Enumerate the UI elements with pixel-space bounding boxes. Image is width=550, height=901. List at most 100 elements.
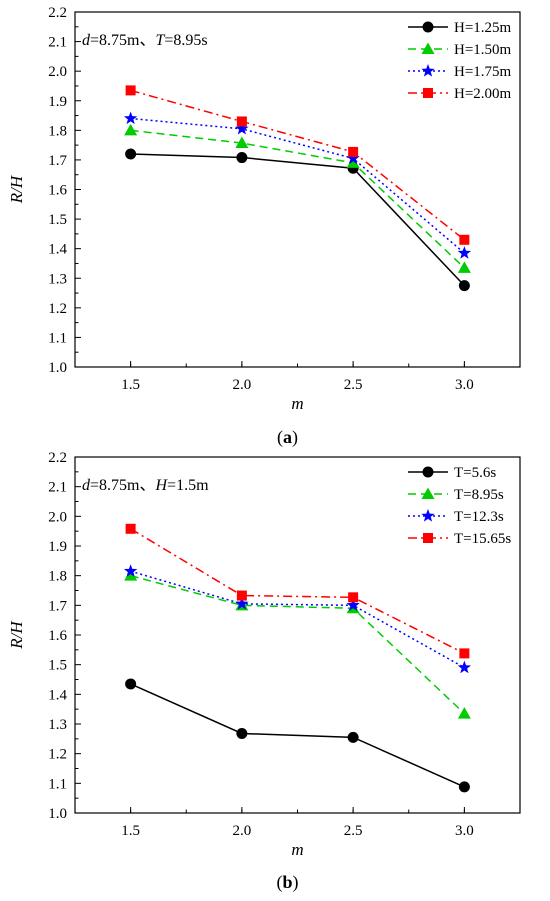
y-tick-label: 1.3	[48, 271, 67, 287]
annotation: d=8.75m、T=8.95s	[82, 32, 208, 49]
caption-part: b	[282, 872, 292, 892]
y-tick-label: 2.0	[48, 64, 67, 80]
data-point	[348, 146, 359, 157]
series-H=1.50m	[124, 123, 471, 273]
series-line	[130, 153, 465, 287]
y-tick-label: 1.0	[48, 806, 67, 822]
caption-part: )	[292, 427, 298, 448]
y-axis-label: R/H	[7, 620, 26, 650]
annotation-part: d	[82, 477, 91, 494]
x-axis-label: m	[291, 394, 303, 413]
series-T=15.65s	[125, 523, 470, 659]
legend-entry: T=12.3s	[454, 509, 504, 525]
y-tick-label: 1.2	[48, 747, 67, 763]
x-axis-label: m	[291, 840, 303, 859]
legend-marker	[421, 487, 435, 499]
data-point	[457, 707, 471, 719]
legend-entry: H=2.00m	[454, 86, 512, 102]
data-point	[235, 121, 249, 135]
y-tick-label: 1.9	[48, 94, 67, 110]
data-point	[346, 598, 360, 611]
y-tick-label: 1.1	[48, 330, 67, 346]
data-point	[235, 596, 249, 610]
series-line	[130, 683, 465, 788]
legend-entry: H=1.25m	[454, 20, 512, 36]
caption-part: a	[283, 427, 292, 447]
data-point	[459, 648, 470, 659]
x-tick-label: 2.5	[344, 823, 363, 839]
annotation-part: =8.75m、	[90, 32, 155, 49]
data-point	[457, 660, 472, 674]
annotation-part: =8.95s	[164, 32, 207, 49]
series-line	[130, 117, 465, 254]
x-tick-label: 1.5	[121, 823, 140, 839]
series-H=2.00m	[125, 85, 470, 245]
data-point	[458, 781, 470, 793]
legend-entry: H=1.50m	[454, 42, 512, 58]
data-point	[346, 156, 360, 168]
legend-background	[403, 460, 516, 556]
y-axis-label: R/H	[7, 174, 26, 204]
data-point	[457, 261, 471, 273]
caption-part: (	[276, 872, 282, 893]
legend-marker	[421, 42, 435, 54]
data-point	[347, 731, 359, 743]
legend-entry: H=1.75m	[454, 64, 512, 80]
caption-part: )	[293, 872, 299, 893]
data-point	[236, 590, 247, 601]
caption-part: (	[277, 427, 283, 448]
y-tick-label: 2.1	[48, 35, 67, 51]
x-tick-label: 2.0	[233, 823, 252, 839]
y-tick-label: 1.5	[48, 658, 67, 674]
y-tick-label: 1.4	[48, 242, 67, 258]
chart-a: 1.0 1.1 1.2 1.3 1.4 1.5 1.6 1.7 1.8 1.9 2.0 2.1 2.2 1…	[7, 5, 521, 448]
series-T=8.95s	[124, 569, 471, 719]
x-tick-label: 2.0	[233, 377, 252, 393]
data-point	[125, 523, 136, 534]
y-tick-label: 1.7	[48, 598, 67, 614]
y-tick-label: 2.1	[48, 480, 67, 496]
series-H=1.25m	[125, 148, 470, 292]
data-point	[123, 564, 138, 577]
annotation-part: H	[154, 477, 168, 494]
legend: H=1.25m H=1.50m H=1.75m H=2.00m	[403, 15, 516, 111]
annotation-part: d	[82, 32, 91, 49]
data-point	[236, 116, 247, 127]
annotation-part: =1.5m	[167, 477, 209, 494]
series-line	[130, 574, 465, 715]
data-point	[348, 592, 359, 603]
legend-entry: T=8.95s	[454, 487, 504, 503]
y-tick-label: 1.0	[48, 360, 67, 376]
annotation: d=8.75m、H=1.5m	[82, 477, 209, 494]
x-tick-label: 2.5	[344, 377, 363, 393]
y-tick-label: 1.3	[48, 717, 67, 733]
data-point	[124, 123, 138, 136]
legend-marker	[422, 466, 434, 478]
legend-marker	[422, 21, 434, 33]
y-tick-label: 1.6	[48, 628, 67, 644]
y-tick-label: 1.8	[48, 569, 67, 585]
data-point	[236, 727, 248, 739]
y-tick-label: 1.8	[48, 123, 67, 139]
panel-caption: (b)	[276, 872, 298, 893]
y-tick-label: 1.4	[48, 687, 67, 703]
legend: T=5.6s T=8.95s T=12.3s T=15.65s	[403, 460, 516, 556]
y-tick-label: 2.0	[48, 509, 67, 525]
x-tick-label: 3.0	[455, 823, 474, 839]
series-T=12.3s	[123, 564, 472, 674]
data-point	[125, 678, 137, 690]
y-tick-label: 1.2	[48, 301, 67, 317]
series-H=1.75m	[123, 111, 472, 259]
x-tick-label: 1.5	[121, 377, 140, 393]
y-tick-label: 2.2	[48, 5, 67, 21]
y-tick-label: 2.2	[48, 450, 67, 466]
data-point	[459, 234, 470, 245]
y-tick-label: 1.6	[48, 183, 67, 199]
data-point	[346, 151, 360, 165]
legend-marker	[423, 88, 433, 98]
legend-marker	[423, 533, 433, 543]
data-point	[125, 148, 137, 160]
data-point	[235, 136, 249, 149]
data-point	[458, 280, 470, 292]
